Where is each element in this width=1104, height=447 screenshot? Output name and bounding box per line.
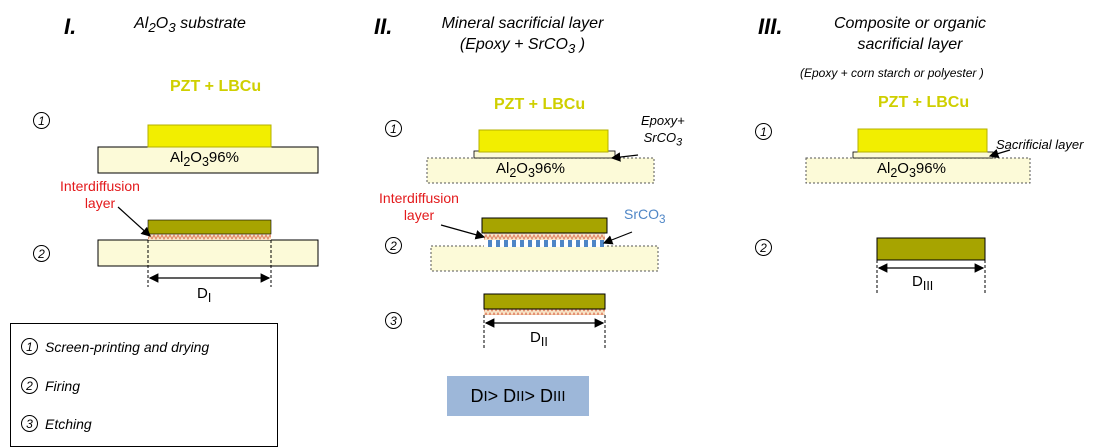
pzt-label-II: PZT + LBCu — [494, 96, 586, 113]
dimension-label-II: DII — [530, 329, 548, 349]
step-marker-II-2: 2 — [385, 237, 402, 254]
fired-layer-1 — [147, 219, 272, 235]
legend-number-2: 2 — [21, 377, 38, 394]
legend-item-etching: 3 Etching — [21, 415, 92, 432]
interdiffusion-1 — [148, 233, 271, 240]
pzt-layer-2 — [478, 129, 609, 153]
column-III-title: Composite or organic sacrificial layer — [833, 15, 987, 53]
dimension-inequality-box: D I > D II > D III — [447, 376, 589, 416]
sacrificial-arrow-3 — [988, 148, 1011, 159]
epoxy-arrow-2 — [610, 152, 639, 162]
fired-layer-III — [876, 237, 986, 261]
substrate-label-II: Al2O396% — [496, 160, 565, 180]
interdiffusion-arrow-1 — [117, 206, 151, 237]
sacrificial-layer-3 — [852, 151, 994, 159]
step-marker-II-1: 1 — [385, 120, 402, 137]
interdiffusion-2 — [484, 233, 605, 240]
srco3-label: SrCO3 — [624, 206, 666, 226]
sacrificial-layer-label: Sacrificial layer — [996, 137, 1084, 152]
step-marker-II-3: 3 — [385, 312, 402, 329]
substrate-1-fired — [97, 239, 319, 267]
interdiffusion-arrow-2 — [440, 224, 486, 240]
dimension-label-III: DIII — [912, 273, 934, 293]
column-I-title: Al2O3 substrate — [134, 15, 246, 36]
pzt-label-I: PZT + LBCu — [170, 78, 262, 95]
pzt-layer-3 — [857, 128, 988, 153]
interdiffusion-label-I: Interdiffusion layer — [60, 178, 140, 211]
srco3-layer-2 — [484, 240, 605, 247]
epoxy-srco3-label: Epoxy+ SrCO3 — [641, 113, 685, 149]
legend-item-screen-printing: 1 Screen-printing and drying — [21, 338, 209, 355]
fired-layer-2 — [481, 217, 608, 234]
substrate-2 — [426, 157, 655, 184]
step-marker-I-1: 1 — [33, 112, 50, 129]
roman-numeral-I: I. — [64, 14, 77, 39]
legend-box: 1 Screen-printing and drying 2 Firing 3 … — [10, 323, 278, 447]
dimension-label-I: DI — [197, 285, 212, 305]
legend-text-2: Firing — [45, 377, 81, 394]
column-II-title: Mineral sacrificial layer (Epoxy + SrCO3 … — [441, 15, 604, 57]
legend-text-1: Screen-printing and drying — [45, 338, 210, 355]
pzt-layer-1 — [147, 124, 272, 148]
step-marker-III-1: 1 — [755, 123, 772, 140]
legend-number-3: 3 — [21, 415, 38, 432]
legend-text-3: Etching — [45, 415, 92, 432]
substrate-label-III: Al2O396% — [877, 160, 946, 180]
step-marker-I-2: 2 — [33, 245, 50, 262]
substrate-1 — [97, 146, 319, 174]
roman-numeral-II: II. — [374, 14, 393, 39]
fired-layer-3 — [483, 293, 606, 310]
interdiffusion-label-II: Interdiffusion layer — [379, 190, 459, 223]
roman-numeral-III: III. — [758, 14, 783, 39]
interdiffusion-3 — [484, 309, 605, 315]
substrate-label-I: Al2O396% — [170, 149, 239, 169]
srco3-arrow-2 — [602, 231, 633, 245]
pzt-label-III: PZT + LBCu — [878, 94, 970, 111]
legend-number-1: 1 — [21, 338, 38, 355]
substrate-2-fired — [430, 245, 659, 272]
column-III-subtitle: (Epoxy + corn starch or polyester ) — [800, 66, 984, 80]
step-marker-III-2: 2 — [755, 239, 772, 256]
legend-item-firing: 2 Firing — [21, 377, 80, 394]
